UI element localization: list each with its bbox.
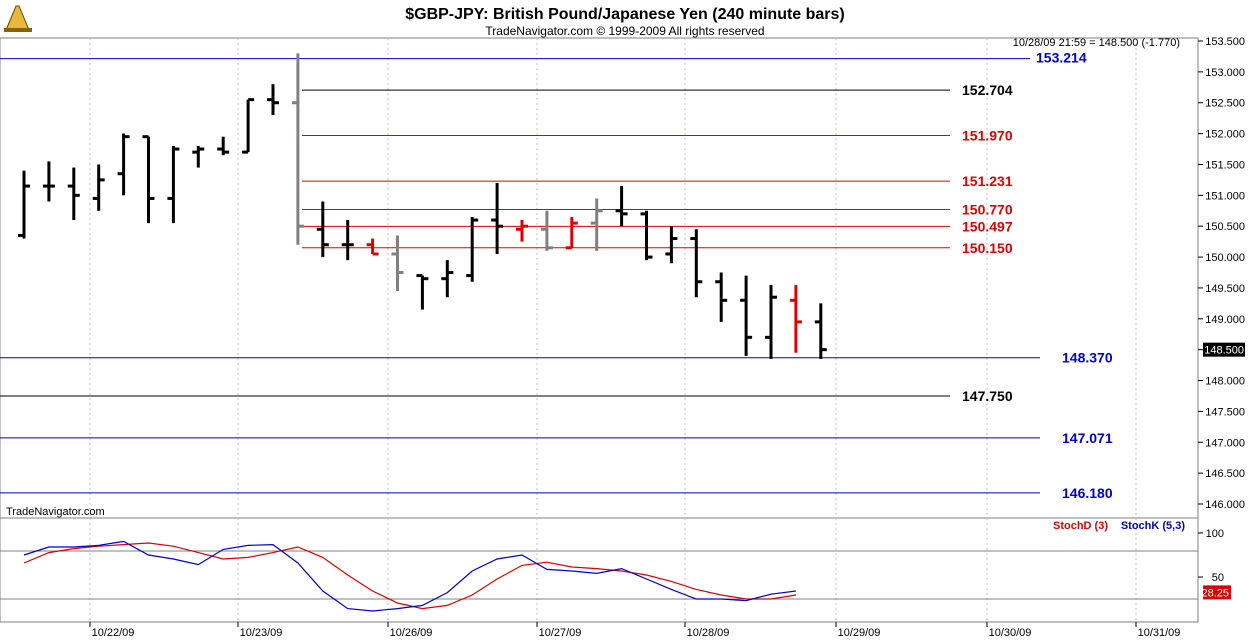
ohlc-bar: [117, 133, 130, 196]
ohlc-bar: [715, 272, 728, 322]
date-axis: 10/22/09 10/23/09 10/26/09 10/27/09 10/28/09…: [0, 621, 1198, 639]
last-price-box: [1203, 342, 1245, 357]
ohlc-bar: [765, 284, 777, 359]
stoch-last-box: [1203, 585, 1231, 600]
x-tick-label: 10/30/09: [989, 627, 1032, 639]
stochastic-axis: 100 50 28.25: [1198, 528, 1231, 600]
ohlc-bar: [18, 170, 30, 239]
y-tick-label: 149.000: [1205, 314, 1245, 326]
x-tick-label: 10/31/09: [1138, 627, 1181, 639]
level-label: 147.750: [962, 388, 1013, 404]
x-tick-label: 10/23/09: [240, 627, 283, 639]
y-tick-label: 153.000: [1205, 67, 1245, 79]
level-label: 150.770: [962, 202, 1013, 218]
y-tick-label: 146.500: [1205, 468, 1245, 480]
level-label: 148.370: [1062, 350, 1113, 366]
ohlc-bar: [491, 182, 504, 254]
ohlc-bar: [466, 216, 479, 282]
stoch-last-label: 28.25: [1201, 587, 1229, 599]
ohlc-bar: [267, 84, 279, 116]
stoch-series-line: [23, 540, 796, 612]
ohlc-bar: [92, 164, 105, 211]
price-bars: [18, 53, 827, 359]
legend-stochk: StochK (5,3): [1121, 520, 1186, 532]
ohlc-bar: [192, 145, 205, 168]
y-tick-label: 152.000: [1205, 129, 1245, 141]
y-tick-label: 146.000: [1205, 499, 1245, 511]
level-label: 146.180: [1062, 485, 1113, 501]
y-tick-label: 148.000: [1205, 376, 1245, 388]
legend-stochd: StochD (3): [1053, 520, 1108, 532]
last-price-label: 148.500: [1204, 345, 1244, 357]
y-tick-label: 147.000: [1205, 437, 1245, 449]
ohlc-bar: [316, 201, 329, 258]
y-tick-label: 149.500: [1205, 283, 1245, 295]
level-label: 151.970: [962, 127, 1013, 143]
y-tick-label: 100: [1206, 528, 1224, 540]
ohlc-bar: [291, 53, 304, 245]
ohlc-bar: [665, 226, 678, 264]
ohlc-bar: [441, 260, 454, 298]
ohlc-bar: [242, 98, 255, 154]
level-label: 151.231: [962, 173, 1013, 189]
y-tick-label: 153.500: [1205, 36, 1245, 48]
ohlc-bar: [789, 284, 802, 353]
support-resistance-levels: 153.214 152.704 151.970 151.231 150.770150.4…: [0, 50, 1113, 501]
ohlc-bar: [590, 198, 603, 251]
y-tick-label: 150.000: [1205, 252, 1245, 264]
chart-subtitle: TradeNavigator.com © 1999-2009 All right…: [485, 24, 764, 38]
ohlc-bar: [615, 186, 628, 227]
stochastic-grid: [0, 518, 1198, 622]
level-label: 147.071: [1062, 430, 1113, 446]
x-tick-label: 10/29/09: [838, 627, 881, 639]
y-tick-label: 151.000: [1205, 190, 1245, 202]
ohlc-bar: [416, 274, 429, 310]
price-grid: [89, 38, 1137, 518]
x-tick-label: 10/27/09: [539, 627, 582, 639]
y-tick-label: 152.500: [1205, 98, 1245, 110]
price-axis: 153.500 153.000 152.500 152.000 151.500 151.0…: [1198, 36, 1245, 511]
y-tick-label: 151.500: [1205, 159, 1245, 171]
ohlc-bar: [740, 275, 753, 356]
level-label: 153.214: [1036, 50, 1087, 66]
ohlc-bar: [142, 135, 155, 224]
ohlc-bar: [217, 136, 230, 156]
ohlc-bar: [516, 220, 528, 242]
level-label: 150.497: [962, 218, 1013, 234]
stoch-series-line: [23, 542, 796, 610]
ohlc-bar: [391, 235, 404, 292]
ohlc-bar: [565, 216, 578, 250]
logo-icon: [4, 5, 32, 32]
ohlc-bar: [42, 161, 55, 202]
watermark: TradeNavigator.com: [6, 506, 105, 518]
ohlc-bar: [540, 210, 553, 251]
y-tick-label: 50: [1212, 572, 1224, 584]
x-tick-label: 10/26/09: [390, 627, 433, 639]
ohlc-bar: [67, 167, 80, 221]
ohlc-bar: [690, 229, 703, 298]
x-tick-label: 10/22/09: [92, 627, 135, 639]
price-readout: 10/28/09 21:59 = 148.500 (-1.770): [1013, 37, 1180, 49]
price-panel: 153.214 152.704 151.970 151.231 150.770150.4…: [0, 37, 1199, 519]
ohlc-bar: [366, 238, 379, 256]
ohlc-bar: [640, 210, 653, 261]
level-label: 152.704: [962, 82, 1013, 98]
level-label: 150.150: [962, 240, 1013, 256]
chart-title: $GBP-JPY: British Pound/Japanese Yen (24…: [405, 6, 845, 23]
stochastic-panel: StochD (3) StochK (5,3): [0, 517, 1199, 623]
y-tick-label: 150.500: [1205, 221, 1245, 233]
ohlc-bar: [814, 303, 827, 359]
y-tick-label: 147.500: [1205, 406, 1245, 418]
ohlc-bar: [167, 145, 180, 224]
x-tick-label: 10/28/09: [687, 627, 730, 639]
stochastic-lines: [23, 540, 796, 612]
ohlc-bar: [341, 220, 354, 261]
